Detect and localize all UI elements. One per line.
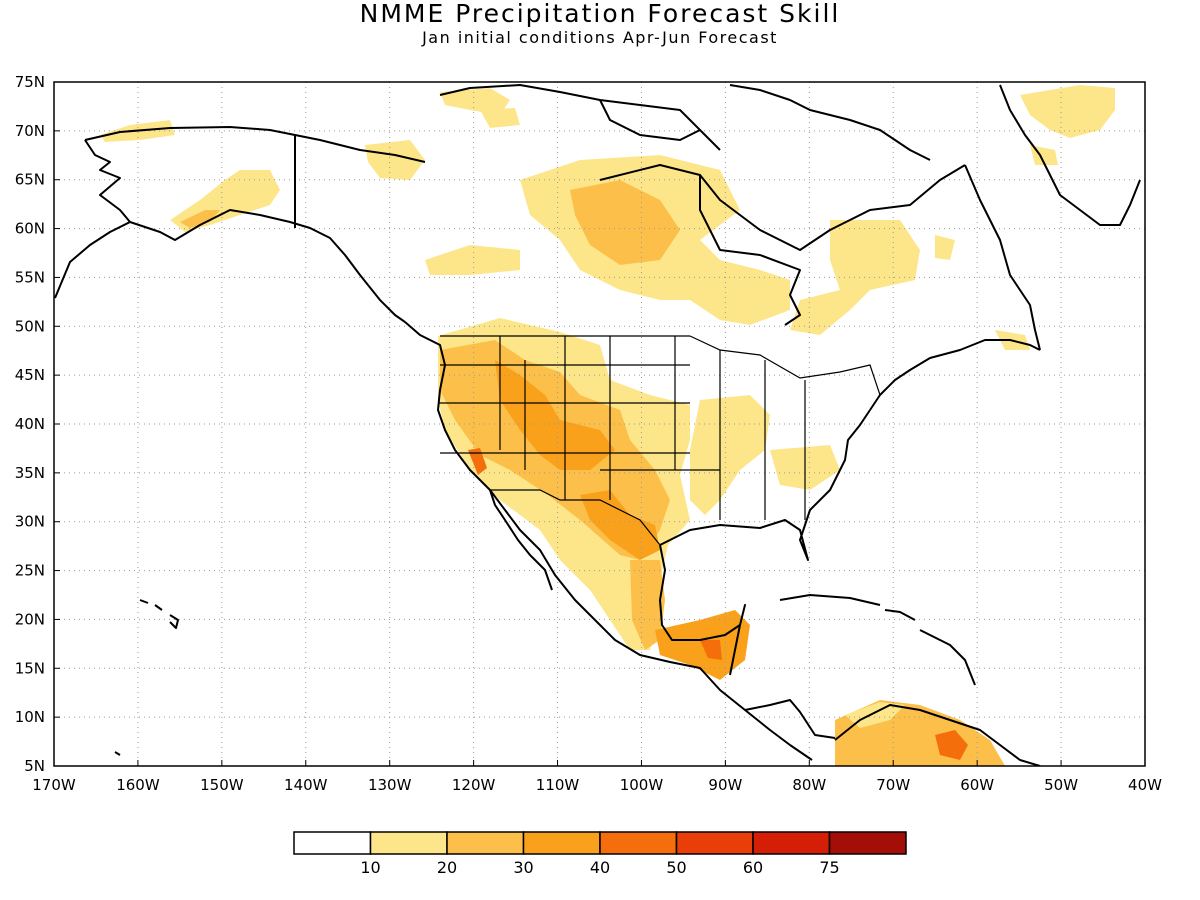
colorbar-swatch [293, 831, 372, 855]
x-tick-label: 100W [620, 776, 664, 794]
skill-area-guatemala [700, 640, 722, 660]
political-borders [438, 335, 881, 546]
y-tick-label: 25N [15, 562, 45, 580]
y-tick-label: 60N [15, 220, 45, 238]
y-tick-label: 35N [15, 464, 45, 482]
y-tick-label: 10N [15, 708, 45, 726]
x-tick-label: 140W [284, 776, 328, 794]
skill-area-greenland [1020, 85, 1115, 138]
x-tick-label: 170W [32, 776, 76, 794]
colorbar-label: 40 [590, 858, 610, 877]
colorbar-swatch [828, 831, 907, 855]
colorbar-label: 60 [743, 858, 763, 877]
colorbar-label: 20 [437, 858, 457, 877]
skill-area-labrador [935, 235, 955, 260]
y-axis-labels: 5N 10N 15N 20N 25N 30N 35N 40N 45N 50N 55N 60N 65N 70… [15, 73, 60, 775]
map-grid [54, 82, 1145, 766]
x-tick-label: 120W [452, 776, 496, 794]
x-tick-label: 60W [960, 776, 994, 794]
x-tick-label: 90W [708, 776, 742, 794]
x-tick-label: 50W [1044, 776, 1078, 794]
chart-subtitle: Jan initial conditions Apr-Jun Forecast [422, 28, 778, 47]
skill-area-arctic-islands [440, 88, 510, 115]
skill-area-central-plains [690, 395, 770, 515]
colorbar-swatch [522, 831, 601, 855]
skill-area-south-america-north [845, 702, 905, 728]
y-tick-label: 55N [15, 268, 45, 286]
colorbar-label: 75 [819, 858, 839, 877]
y-tick-label: 50N [15, 317, 45, 335]
skill-area-venezuela [935, 730, 968, 760]
x-tick-label: 110W [536, 776, 580, 794]
skill-area-socal [468, 448, 487, 475]
skill-area-mexico-gulf [630, 560, 665, 650]
x-tick-label: 40W [1128, 776, 1162, 794]
x-tick-label: 130W [368, 776, 412, 794]
x-tick-label: 150W [200, 776, 244, 794]
colorbar-label: 10 [360, 858, 380, 877]
x-tick-label: 160W [116, 776, 160, 794]
y-tick-label: 5N [24, 757, 45, 775]
colorbar-swatch [675, 831, 754, 855]
y-tick-label: 70N [15, 122, 45, 140]
skill-shading [100, 85, 1115, 766]
x-tick-label: 80W [792, 776, 826, 794]
y-tick-label: 40N [15, 415, 45, 433]
colorbar-swatch [369, 831, 448, 855]
colorbar-label: 50 [666, 858, 686, 877]
colorbar-label: 30 [513, 858, 533, 877]
y-tick-label: 75N [15, 73, 45, 91]
skill-area-texas [580, 490, 660, 560]
coastlines [54, 84, 1141, 766]
colorbar-swatch [446, 831, 525, 855]
y-tick-label: 45N [15, 366, 45, 384]
colorbar-swatch [752, 831, 831, 855]
y-tick-label: 15N [15, 659, 45, 677]
x-tick-label: 70W [876, 776, 910, 794]
y-tick-label: 65N [15, 171, 45, 189]
colorbar-swatch [599, 831, 678, 855]
skill-area-yukon [365, 140, 425, 180]
skill-area-alaska-core [180, 210, 220, 228]
skill-area-hudson-bay-core [570, 180, 680, 265]
y-tick-label: 30N [15, 513, 45, 531]
skill-area-arctic-islands-2 [480, 108, 520, 128]
chart-title: NMME Precipitation Forecast Skill [359, 0, 841, 28]
y-tick-label: 20N [15, 610, 45, 628]
skill-area-canada-prairie [425, 245, 520, 275]
x-axis-labels: 170W 160W 150W 140W 130W 120W 110W 100W 90W 80W 70… [32, 760, 1162, 794]
colorbar: 10 20 30 40 50 60 75 [293, 831, 907, 877]
